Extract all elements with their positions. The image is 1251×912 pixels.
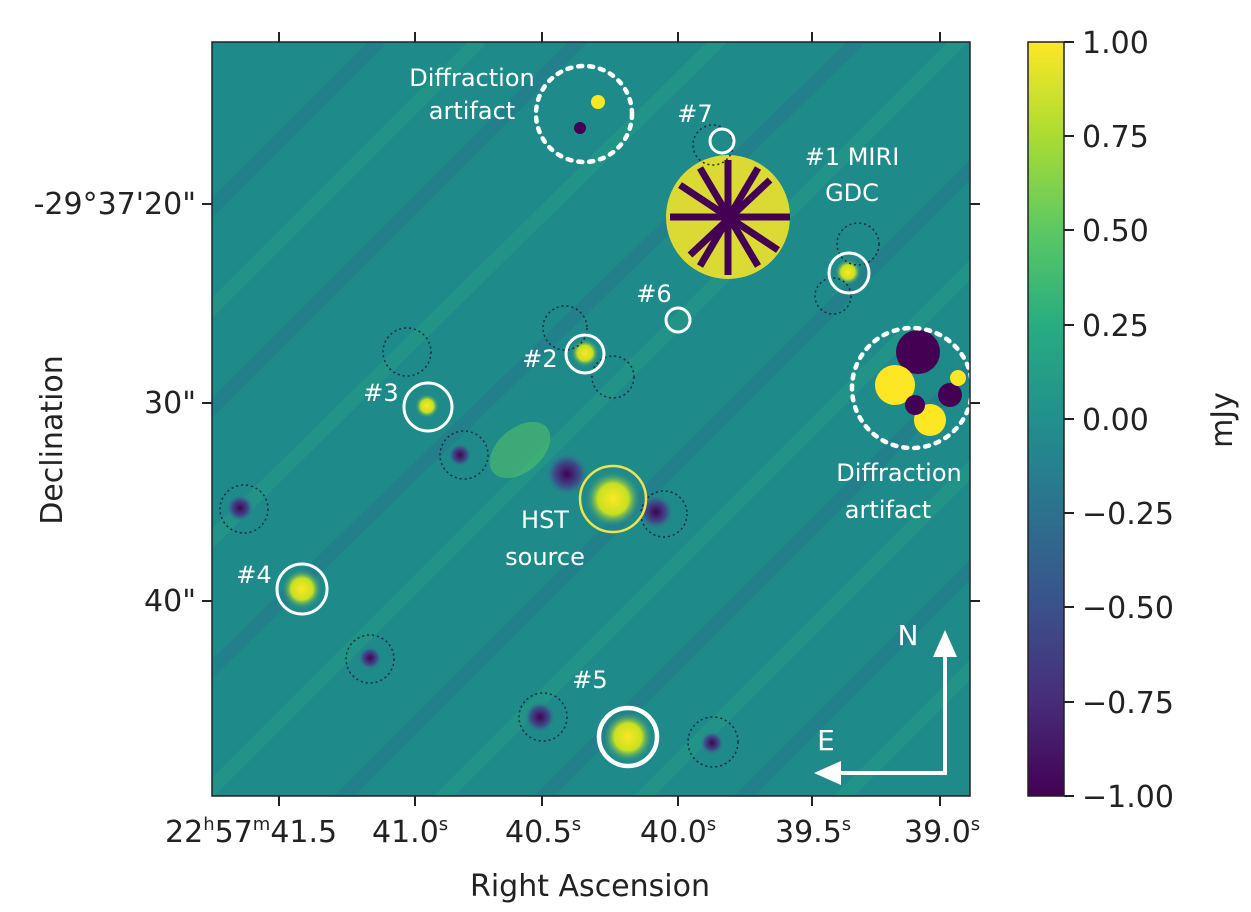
colorbar-tick-3: 0.25 (1082, 309, 1149, 344)
diffraction-top-label-line2: artifact (429, 97, 515, 125)
source5-circle (596, 705, 660, 769)
y-tick-label-2: 40" (144, 584, 196, 619)
hst-source-circle (578, 464, 648, 534)
reference-apertures (219, 124, 880, 768)
colorbar-label: mJy (1205, 392, 1240, 448)
source5-blob (603, 712, 653, 762)
source2-label: #2 (522, 345, 557, 373)
source-apertures (275, 127, 871, 769)
hst-label-line2: source (505, 543, 585, 571)
colorbar-tick-0: 1.00 (1082, 26, 1149, 61)
source3-label: #3 (363, 379, 398, 407)
colorbar-ticks (1064, 41, 1074, 797)
y-axis-title: Declination (35, 355, 70, 525)
image-background (212, 42, 970, 796)
y-tick-label-1: 30" (144, 386, 196, 421)
diffraction-right-label-line1: Diffraction (836, 459, 961, 487)
source2-circle (564, 333, 606, 375)
x-tick-label-1: 41.0s (372, 814, 448, 850)
x-tick-label-5: 39.0s (904, 814, 980, 850)
source7-circle (708, 127, 736, 155)
compass: N E (814, 619, 957, 785)
colorbar-tick-5: −0.25 (1082, 497, 1174, 532)
colorbar-tick-2: 0.50 (1082, 214, 1149, 249)
source4-blob (282, 569, 322, 609)
colorbar-tick-1: 0.75 (1082, 120, 1149, 155)
hst-label-line1: HST (521, 506, 569, 534)
x-axis-title: Right Ascension (470, 869, 710, 904)
source6-circle (664, 306, 692, 334)
colorbar-tick-7: −0.75 (1082, 686, 1174, 721)
north-arrowhead (933, 630, 957, 657)
source4-circle (275, 562, 329, 616)
north-label: N (898, 619, 919, 652)
source4-label: #4 (236, 561, 271, 589)
colorbar-tick-6: −0.50 (1082, 591, 1174, 626)
diffraction-right-label-line2: artifact (845, 496, 931, 524)
x-tick-label-3: 40.0s (640, 814, 716, 850)
diffraction-top-label-line1: Diffraction (409, 64, 534, 92)
x-tick-label-4: 39.5s (775, 814, 851, 850)
plot-frame (211, 41, 971, 797)
source6-label: #6 (636, 280, 671, 308)
sky-image (212, 42, 970, 796)
diffraction-artifact-top-circle (533, 63, 635, 165)
source1-circle (827, 251, 871, 295)
y-tick-label-0: -29°37'20" (34, 187, 196, 222)
colorbar-tick-4: 0.00 (1082, 403, 1149, 438)
east-arrowhead (814, 761, 841, 785)
source1-label-line2: GDC (825, 179, 879, 207)
colorbar-bar (1027, 41, 1065, 797)
source3-circle (402, 381, 454, 433)
diffraction-artifact-right-circle (849, 325, 970, 451)
east-label: E (817, 724, 835, 757)
source5-label: #5 (572, 666, 607, 694)
bright-star-rays (670, 160, 790, 275)
colorbar-tick-8: −1.00 (1082, 780, 1174, 815)
hst-source-blob (585, 471, 641, 527)
x-tick-label-0: 22h57m41.5 (165, 814, 337, 850)
axis-ticks (202, 32, 980, 806)
source1-label-line1: #1 MIRI (805, 143, 900, 171)
x-tick-label-2: 40.5s (505, 814, 581, 850)
source7-label: #7 (677, 100, 712, 128)
colorbar: 1.00 0.75 0.50 0.25 0.00 −0.25 −0.50 −0.… (1027, 26, 1240, 815)
